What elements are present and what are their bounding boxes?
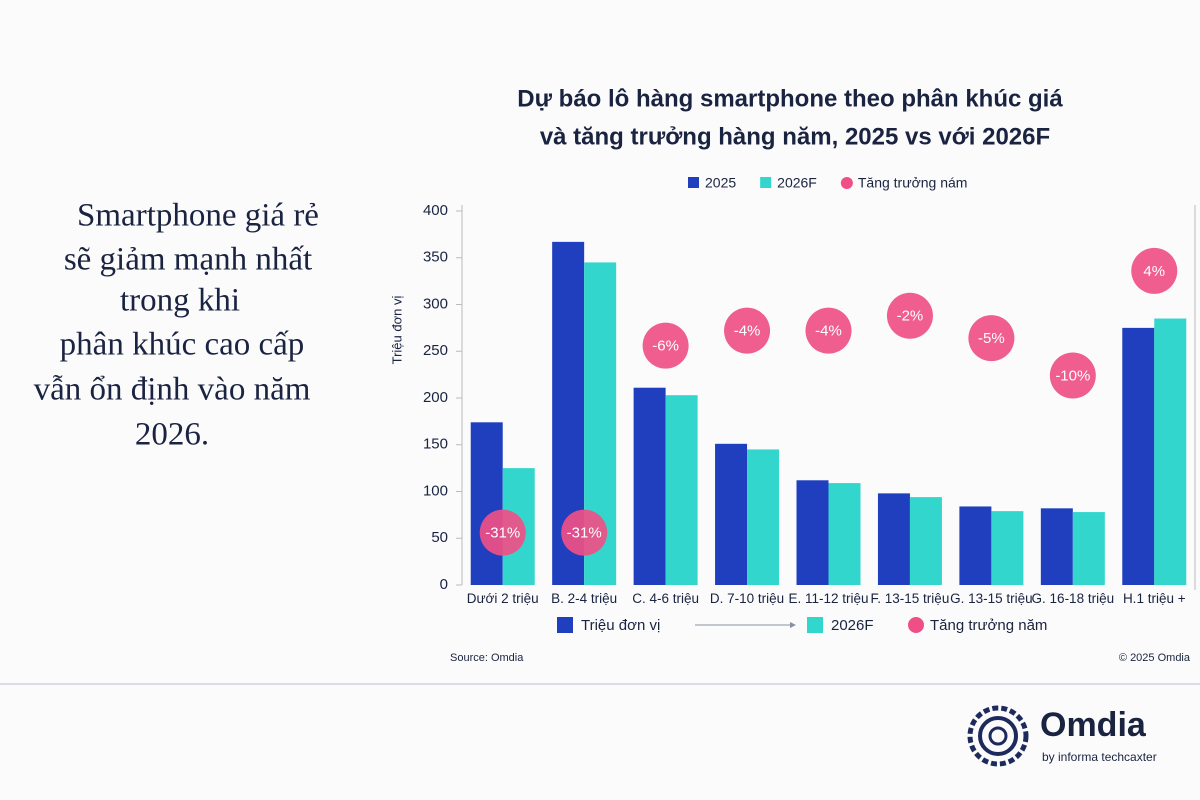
x-tick-label: Dưới 2 triệu bbox=[466, 591, 539, 606]
growth-bubble bbox=[886, 292, 933, 339]
bar bbox=[747, 449, 780, 585]
legend-label: Tăng trưởng năm bbox=[930, 617, 1047, 634]
legend-arrow-head bbox=[790, 622, 796, 628]
data-label: -10% bbox=[1055, 368, 1090, 385]
bar bbox=[715, 443, 748, 585]
bar bbox=[909, 497, 942, 585]
chart-title: và tăng trưởng hàng năm, 2025 vs với 202… bbox=[540, 123, 1050, 150]
x-tick-label: E. 11-12 triệu bbox=[788, 591, 869, 606]
growth-bubble bbox=[479, 509, 526, 556]
x-tick-label: C. 4-6 triệu bbox=[632, 591, 699, 606]
y-tick-label: 100 bbox=[423, 482, 448, 499]
bar bbox=[1122, 327, 1155, 585]
legend-swatch bbox=[807, 617, 823, 633]
logo-name: Omdia bbox=[1040, 706, 1147, 744]
y-axis-label: Triệu đơn vị bbox=[389, 296, 404, 365]
legend-swatch bbox=[760, 177, 772, 188]
y-tick-label: 300 bbox=[423, 295, 448, 312]
bar bbox=[796, 480, 829, 585]
headline: sẽ giảm mạnh nhất bbox=[64, 242, 312, 278]
y-tick-label: 150 bbox=[423, 436, 448, 453]
legend-label: Triệu đơn vị bbox=[581, 617, 660, 634]
x-tick-label: G. 13-15 triệu bbox=[950, 591, 1033, 606]
x-tick-label: D. 7-10 triệu bbox=[709, 591, 785, 606]
data-label: -4% bbox=[815, 323, 842, 340]
bar bbox=[828, 483, 861, 585]
legend-label: 2025 bbox=[705, 175, 736, 191]
bar bbox=[470, 422, 503, 585]
growth-bubble bbox=[642, 322, 689, 369]
bar bbox=[877, 493, 910, 585]
legend-swatch bbox=[557, 617, 573, 633]
bar bbox=[959, 506, 992, 585]
source: Source: Omdia bbox=[450, 652, 524, 664]
headline: trong khi bbox=[120, 283, 240, 319]
y-tick-label: 200 bbox=[423, 389, 448, 406]
headline: vẫn ổn định vào năm bbox=[34, 372, 311, 408]
x-tick-label: F. 13-15 triệu bbox=[870, 591, 950, 606]
data-label: -5% bbox=[978, 330, 1005, 347]
growth-bubble bbox=[805, 307, 852, 354]
data-label: -31% bbox=[567, 525, 602, 542]
bar bbox=[991, 511, 1024, 585]
y-tick-label: 400 bbox=[423, 202, 448, 219]
headline: phân khúc cao cấp bbox=[60, 327, 305, 363]
y-tick-label: 0 bbox=[440, 576, 448, 593]
x-tick-label: H.1 triệu + bbox=[1122, 591, 1186, 606]
data-label: 4% bbox=[1143, 263, 1165, 280]
logo-tagline: by informa techcaxter bbox=[1042, 750, 1157, 764]
growth-bubble bbox=[724, 307, 771, 354]
x-tick-label: G. 16-18 triệu bbox=[1031, 591, 1115, 606]
chart-title: Dự báo lô hàng smartphone theo phân khúc… bbox=[517, 85, 1063, 112]
bar bbox=[665, 395, 698, 585]
bar bbox=[1072, 512, 1105, 585]
data-label: -6% bbox=[652, 338, 679, 355]
bar bbox=[633, 387, 666, 585]
legend-label: 2026F bbox=[831, 617, 874, 634]
growth-bubble bbox=[561, 509, 608, 556]
y-tick-label: 50 bbox=[431, 529, 448, 546]
legend-swatch bbox=[840, 177, 853, 189]
y-tick-label: 350 bbox=[423, 249, 448, 266]
legend-swatch bbox=[688, 177, 699, 188]
growth-bubble bbox=[1049, 352, 1096, 399]
y-tick-label: 250 bbox=[423, 342, 448, 359]
logo-icon bbox=[967, 705, 1029, 767]
bar bbox=[1040, 508, 1073, 585]
growth-bubble bbox=[968, 315, 1015, 362]
legend-label: 2026F bbox=[777, 175, 817, 191]
headline: 2026. bbox=[135, 417, 209, 453]
x-tick-label: B. 2-4 triệu bbox=[551, 591, 618, 606]
legend-swatch bbox=[908, 617, 924, 633]
data-label: -31% bbox=[485, 525, 520, 542]
data-label: -2% bbox=[897, 308, 924, 325]
data-label: -4% bbox=[734, 323, 761, 340]
bar bbox=[1154, 318, 1187, 585]
growth-bubble bbox=[1131, 247, 1178, 294]
legend-label: Tăng trưởng nám bbox=[858, 175, 968, 191]
copyright: © 2025 Omdia bbox=[1119, 652, 1191, 664]
headline: Smartphone giá rẻ bbox=[77, 198, 319, 234]
